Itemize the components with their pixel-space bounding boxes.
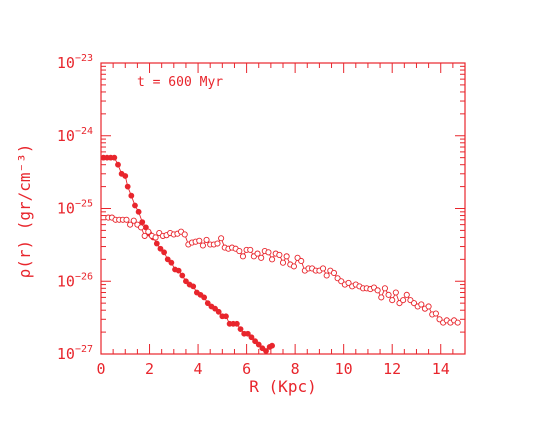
- data-point-filled: [111, 154, 118, 161]
- data-point-open: [345, 279, 352, 286]
- y-tick-label: 10−26: [57, 271, 93, 290]
- y-axis-label: ρ(r) (gr/cm⁻³): [15, 144, 34, 279]
- data-point-open: [436, 316, 443, 323]
- data-point-filled: [263, 348, 269, 354]
- data-point-open: [338, 278, 345, 285]
- data-point-open: [218, 235, 225, 242]
- x-tick-label: 6: [242, 360, 251, 378]
- data-point-open: [400, 297, 407, 304]
- data-point-filled: [269, 342, 275, 349]
- data-point-open: [181, 231, 188, 238]
- data-point-filled: [248, 334, 255, 341]
- data-point-open: [247, 246, 254, 253]
- plot-frame: [100, 62, 466, 355]
- data-point-filled: [132, 202, 138, 209]
- data-point-open: [265, 249, 272, 256]
- data-point-filled: [135, 208, 142, 215]
- data-point-open: [258, 254, 265, 261]
- data-point-open: [254, 250, 261, 257]
- data-point-open: [203, 236, 210, 243]
- data-point-open: [425, 303, 432, 310]
- x-axis-label: R (Kpc): [249, 377, 316, 396]
- y-tick-label: 10−24: [57, 126, 93, 145]
- data-point-open: [454, 319, 461, 326]
- data-point-open: [279, 259, 287, 266]
- data-point-open: [152, 234, 159, 241]
- axis-ticks: [100, 63, 466, 355]
- data-point-open: [392, 289, 399, 296]
- data-point-filled: [164, 256, 171, 263]
- x-tick-label: 2: [145, 360, 154, 378]
- data-point-open: [319, 265, 327, 272]
- data-point-filled: [124, 183, 131, 190]
- data-point-filled: [161, 249, 167, 256]
- data-point-filled: [215, 308, 222, 315]
- data-point-filled: [255, 341, 262, 348]
- data-point-open: [127, 221, 134, 228]
- time-annotation: t = 600 Myr: [137, 75, 223, 90]
- data-point-filled: [179, 272, 186, 279]
- data-point-open: [418, 301, 425, 308]
- data-point-open: [381, 285, 388, 292]
- x-tick-label: 8: [291, 360, 300, 378]
- data-point-open: [145, 228, 152, 235]
- data-point-filled: [252, 338, 258, 345]
- y-tick-label: 10−25: [57, 199, 93, 218]
- data-point-filled: [183, 278, 189, 285]
- data-point-filled: [115, 161, 121, 168]
- data-point-open: [330, 269, 338, 277]
- series-1: [100, 154, 275, 354]
- data-point-open: [290, 263, 297, 270]
- y-tick-label: 10−23: [57, 53, 93, 72]
- data-point-open: [385, 291, 392, 298]
- data-point-open: [137, 224, 145, 231]
- x-tick-label: 0: [96, 360, 105, 378]
- data-point-open: [389, 297, 396, 304]
- data-point-filled: [223, 313, 229, 320]
- data-point-open: [141, 232, 148, 239]
- data-point-open: [199, 242, 206, 249]
- data-point-filled: [128, 192, 135, 199]
- data-point-filled: [122, 173, 129, 179]
- data-point-filled: [168, 259, 175, 266]
- x-tick-label: 10: [335, 360, 353, 378]
- data-point-filled: [204, 300, 211, 307]
- data-point-open: [378, 294, 385, 301]
- x-tick-label: 12: [383, 360, 401, 378]
- data-point-filled: [244, 330, 251, 337]
- x-tick-labels: 0 2 4 6 8 10 12 14: [96, 360, 449, 378]
- y-tick-labels: 10−23 10−24 10−25 10−26 10−27: [57, 53, 93, 363]
- data-point-filled: [153, 240, 160, 247]
- series-2: [105, 214, 461, 326]
- data-point-open: [410, 300, 418, 307]
- x-tick-label: 4: [194, 360, 203, 378]
- x-tick-label: 14: [432, 360, 450, 378]
- data-point-open: [432, 310, 439, 317]
- data-point-open: [214, 240, 221, 247]
- data-point-open: [283, 253, 290, 260]
- data-point-open: [130, 217, 137, 224]
- data-point-filled: [190, 283, 197, 290]
- data-point-filled: [139, 219, 146, 226]
- data-point-open: [403, 291, 410, 298]
- data-point-open: [374, 287, 381, 294]
- series-layer: [100, 154, 461, 354]
- data-point-open: [123, 216, 130, 223]
- data-point-open: [196, 237, 203, 244]
- data-point-filled: [233, 320, 240, 327]
- data-point-open: [239, 253, 247, 260]
- y-tick-label: 10−27: [57, 344, 93, 363]
- data-point-filled: [212, 305, 218, 312]
- data-point-filled: [157, 245, 164, 252]
- data-point-open: [276, 251, 283, 258]
- data-point-open: [298, 257, 305, 265]
- data-point-filled: [201, 294, 208, 301]
- data-point-open: [269, 256, 276, 263]
- data-point-filled: [175, 267, 182, 274]
- data-point-filled: [237, 326, 244, 332]
- data-point-open: [323, 272, 330, 279]
- data-point-open: [236, 248, 243, 255]
